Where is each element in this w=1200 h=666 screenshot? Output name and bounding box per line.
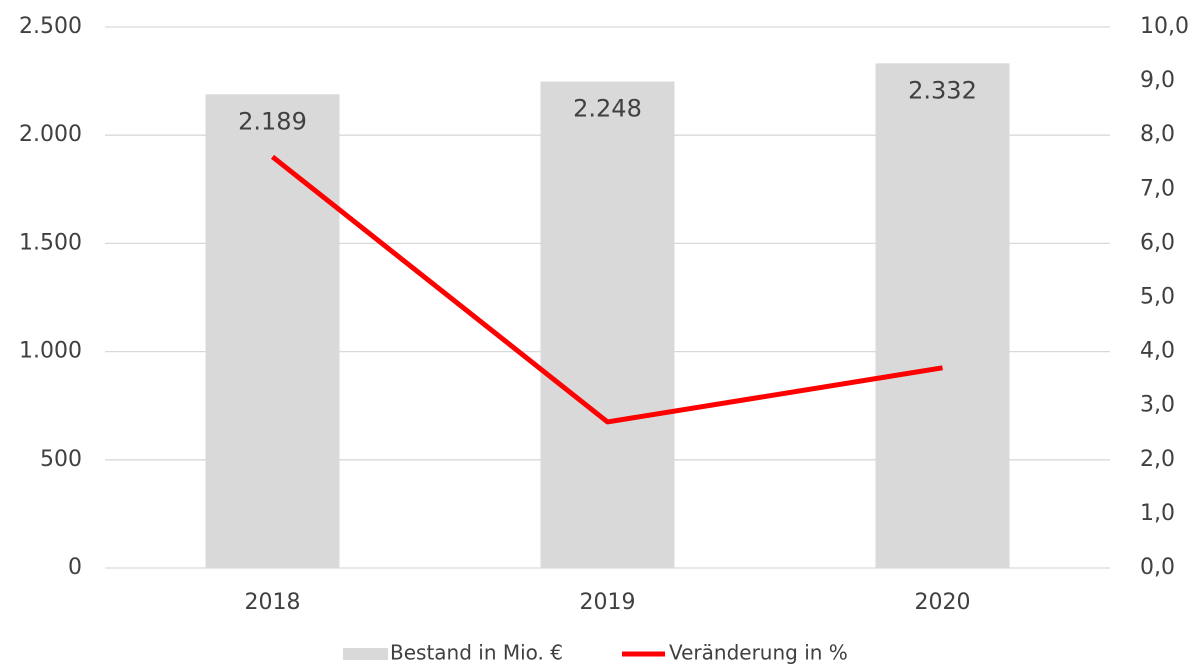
y2-tick-label: 7,0 (1140, 176, 1175, 201)
y-tick-label: 1.500 (19, 230, 82, 255)
y2-tick-label: 2,0 (1140, 447, 1175, 472)
y2-tick-label: 1,0 (1140, 501, 1175, 526)
bar (875, 63, 1010, 569)
y2-tick-label: 4,0 (1140, 339, 1175, 364)
legend-label: Veränderung in % (669, 641, 848, 665)
y2-tick-label: 8,0 (1140, 122, 1175, 147)
y2-tick-label: 9,0 (1140, 68, 1175, 93)
data-label: 2.248 (573, 95, 642, 123)
y2-tick-label: 0,0 (1140, 555, 1175, 580)
x-tick-label: 2020 (915, 590, 971, 615)
legend-swatch (343, 648, 388, 660)
data-label: 2.332 (908, 76, 977, 104)
y-tick-label: 2.500 (19, 14, 82, 39)
data-label: 2.189 (238, 107, 307, 135)
x-tick-label: 2019 (580, 590, 636, 615)
y2-tick-label: 3,0 (1140, 393, 1175, 418)
y-tick-label: 1.000 (19, 339, 82, 364)
y-tick-label: 500 (40, 447, 82, 472)
y-tick-label: 0 (68, 555, 82, 580)
bar (540, 81, 675, 568)
y-tick-label: 2.000 (19, 122, 82, 147)
y2-tick-label: 5,0 (1140, 285, 1175, 310)
y2-tick-label: 6,0 (1140, 230, 1175, 255)
y2-tick-label: 10,0 (1140, 14, 1189, 39)
line (270, 154, 943, 425)
legend-label: Bestand in Mio. € (390, 641, 563, 665)
x-tick-label: 2018 (245, 590, 301, 615)
bar (205, 94, 340, 568)
